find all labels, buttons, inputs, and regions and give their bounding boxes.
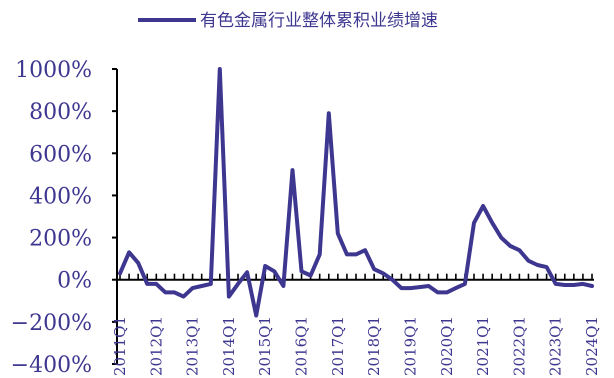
data-point (545, 265, 548, 269)
x-tick-label: 2017Q1 (329, 316, 347, 376)
legend-label: 有色金属行业整体累积业绩增速 (200, 11, 438, 31)
data-point (127, 251, 131, 254)
data-point (345, 253, 349, 256)
x-tick-label: 2012Q1 (147, 316, 165, 376)
data-point (527, 259, 530, 262)
y-tick-label: 1000% (15, 58, 92, 83)
data-point (536, 263, 539, 267)
data-point (282, 284, 285, 288)
data-point (554, 282, 557, 286)
data-point (182, 295, 185, 298)
data-point (481, 204, 485, 208)
data-point (264, 264, 267, 268)
data-point (209, 282, 212, 286)
x-tick-label: 2016Q1 (293, 316, 311, 376)
data-point (218, 67, 221, 71)
data-point (245, 271, 249, 274)
data-point (409, 286, 412, 290)
legend: 有色金属行业整体累积业绩增速 (138, 11, 438, 31)
y-tick-label: 0% (57, 269, 92, 294)
data-point (391, 278, 394, 281)
x-tick-label: 2011Q1 (111, 316, 129, 376)
data-point (173, 291, 176, 294)
data-point (118, 272, 122, 275)
y-tick-label: 200% (29, 227, 92, 252)
data-point (454, 286, 457, 290)
x-tick-label: 2021Q1 (474, 316, 492, 376)
data-point (164, 291, 167, 294)
data-point (137, 261, 140, 265)
x-tick-label: 2015Q1 (256, 316, 274, 376)
x-tick-label: 2014Q1 (220, 316, 238, 376)
data-point (146, 282, 149, 286)
data-point (200, 284, 203, 288)
data-point (227, 295, 231, 298)
data-point (300, 270, 303, 273)
x-axis: 2011Q1 2012Q1 2013Q1 2014Q1 2015Q1 2016Q1 2017… (111, 273, 601, 376)
x-tick-label: 2013Q1 (184, 316, 202, 376)
data-point (273, 270, 276, 273)
data-point (500, 236, 503, 239)
y-tick-label: −200% (11, 311, 92, 336)
y-axis: 1000% 800% 600% 400% 200% 0% −200% −400% (11, 58, 118, 378)
data-point (291, 168, 294, 172)
data-point (472, 221, 476, 224)
data-point (518, 249, 521, 252)
y-tick-label: −400% (11, 353, 92, 378)
data-point (563, 283, 566, 287)
data-point (590, 284, 594, 288)
data-point (363, 249, 367, 252)
data-point (463, 282, 467, 286)
y-tick-label: 400% (29, 184, 92, 209)
data-point (572, 283, 575, 287)
x-tick-label: 2020Q1 (438, 316, 456, 376)
data-point (318, 253, 321, 256)
data-point (509, 244, 512, 248)
data-point (236, 282, 240, 286)
data-point (382, 272, 385, 275)
data-point (436, 291, 439, 294)
data-point (418, 285, 421, 289)
data-point (255, 314, 258, 317)
y-tick-label: 800% (29, 100, 92, 125)
data-point (354, 253, 358, 256)
x-tick-label: 2022Q1 (510, 316, 528, 376)
data-point (581, 282, 585, 286)
x-tick-label: 2024Q1 (583, 316, 601, 376)
data-point (336, 232, 339, 235)
plot-area (118, 67, 594, 318)
x-tick-label: 2023Q1 (547, 316, 565, 376)
data-point (155, 282, 158, 286)
x-tick-label: 2019Q1 (401, 316, 419, 376)
data-point (373, 268, 376, 271)
data-point (427, 284, 430, 288)
data-point (491, 221, 494, 224)
data-point (191, 286, 194, 290)
y-tick-label: 600% (29, 142, 92, 167)
data-point (400, 286, 403, 290)
x-tick-label: 2018Q1 (365, 316, 383, 376)
data-point (309, 274, 312, 277)
data-point (445, 291, 448, 294)
data-point (327, 112, 330, 115)
